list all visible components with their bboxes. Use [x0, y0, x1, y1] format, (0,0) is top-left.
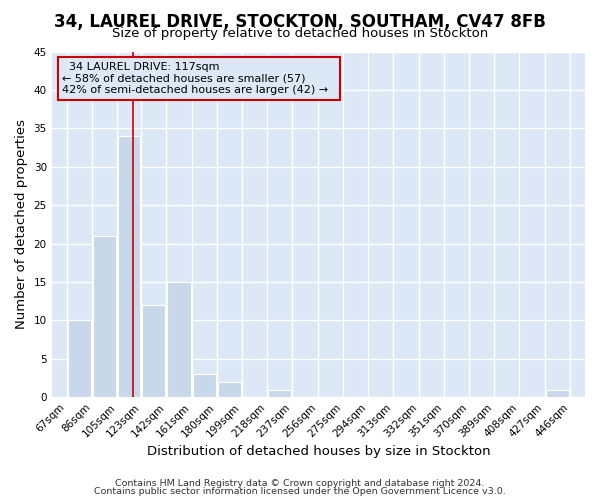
Text: 34 LAUREL DRIVE: 117sqm
← 58% of detached houses are smaller (57)
42% of semi-de: 34 LAUREL DRIVE: 117sqm ← 58% of detache… [62, 62, 335, 95]
Y-axis label: Number of detached properties: Number of detached properties [15, 120, 28, 330]
Bar [193, 374, 216, 397]
Bar [545, 390, 569, 397]
Bar [268, 390, 292, 397]
Bar [118, 136, 140, 397]
Bar [142, 305, 166, 397]
Text: Size of property relative to detached houses in Stockton: Size of property relative to detached ho… [112, 28, 488, 40]
Bar [68, 320, 91, 397]
Bar [93, 236, 116, 397]
Bar [167, 282, 191, 397]
Text: Contains public sector information licensed under the Open Government Licence v3: Contains public sector information licen… [94, 488, 506, 496]
X-axis label: Distribution of detached houses by size in Stockton: Distribution of detached houses by size … [146, 444, 490, 458]
Text: Contains HM Land Registry data © Crown copyright and database right 2024.: Contains HM Land Registry data © Crown c… [115, 478, 485, 488]
Text: 34, LAUREL DRIVE, STOCKTON, SOUTHAM, CV47 8FB: 34, LAUREL DRIVE, STOCKTON, SOUTHAM, CV4… [54, 12, 546, 30]
Bar [218, 382, 241, 397]
